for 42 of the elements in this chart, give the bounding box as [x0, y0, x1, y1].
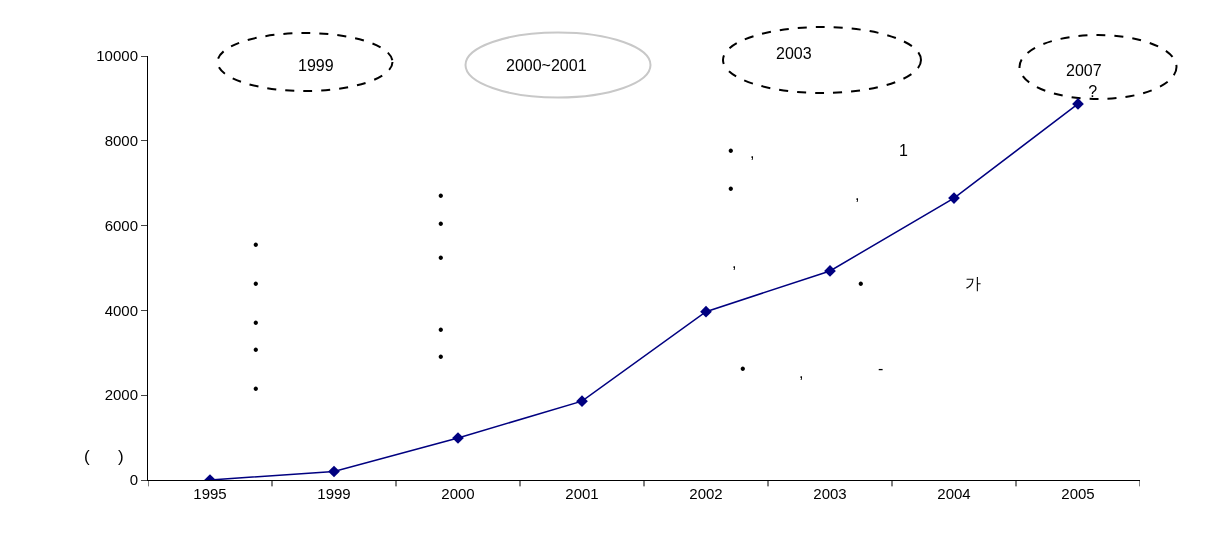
annotation: •	[438, 348, 444, 365]
annotation: •	[438, 215, 444, 232]
annotation: •	[253, 236, 259, 253]
x-tick-label: 1995	[193, 485, 227, 502]
annotation: ,	[799, 364, 804, 381]
annotation: •	[728, 180, 734, 197]
annotation: 가	[965, 275, 981, 292]
annotation: 1	[899, 142, 908, 159]
annotation: •	[253, 275, 259, 292]
annotation: 2007 ?	[1066, 62, 1102, 100]
annotation: -	[878, 360, 884, 377]
annotation: ,	[732, 254, 737, 271]
x-tick-label: 2001	[565, 485, 599, 502]
y-tick-label: 6000	[104, 216, 138, 234]
y-tick-label: 0	[129, 471, 138, 489]
x-tick-label: 2002	[689, 485, 723, 502]
annotation: •	[740, 360, 746, 377]
annotation: •	[438, 249, 444, 266]
annotation: •	[438, 321, 444, 338]
annotation: •	[253, 341, 259, 358]
text: ( )	[84, 447, 124, 466]
y-tick-label: 10000	[96, 47, 138, 65]
annotation: •	[728, 142, 734, 159]
y-tick-label: 8000	[104, 132, 138, 150]
x-tick-label: 2003	[813, 485, 847, 502]
annotation: •	[858, 275, 864, 292]
annotation: 2000~2001	[506, 57, 587, 74]
y-tick-label: 4000	[104, 301, 138, 319]
annotation: 1999	[298, 57, 334, 74]
x-tick-label: 2004	[937, 485, 971, 502]
annotation: ,	[750, 144, 755, 161]
x-tick-label: 2000	[441, 485, 475, 502]
annotation: •	[438, 187, 444, 204]
y-tick-label: 2000	[104, 386, 138, 404]
annotation: •	[253, 314, 259, 331]
annotation: ,	[855, 186, 860, 203]
x-tick-label: 1999	[317, 485, 351, 502]
x-tick-label: 2005	[1061, 485, 1095, 502]
annotation: •	[253, 380, 259, 397]
point	[700, 305, 712, 318]
annotation: 2003	[776, 45, 812, 62]
point	[328, 465, 340, 478]
